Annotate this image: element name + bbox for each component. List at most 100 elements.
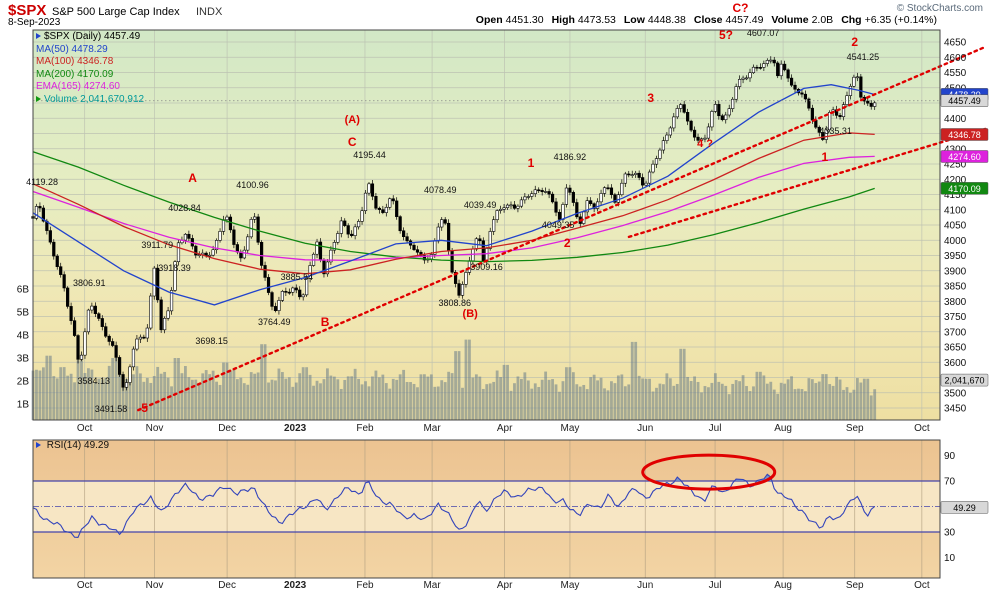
svg-text:3909.16: 3909.16 — [470, 262, 503, 272]
svg-text:2: 2 — [851, 35, 858, 49]
svg-text:2,041,670: 2,041,670 — [944, 376, 984, 386]
chart-date: 8-Sep-2023 — [8, 17, 61, 28]
svg-text:5: 5 — [141, 401, 148, 415]
rsi-legend-label: RSI(14) 49.29 — [46, 440, 110, 451]
svg-text:Apr: Apr — [497, 580, 513, 591]
svg-text:Oct: Oct — [914, 580, 930, 591]
svg-text:4400: 4400 — [944, 114, 967, 125]
svg-text:2023: 2023 — [284, 580, 307, 591]
svg-text:4150: 4150 — [944, 190, 967, 201]
svg-text:6B: 6B — [17, 285, 30, 296]
svg-text:4 ?: 4 ? — [697, 138, 713, 150]
legend-item-ma50[interactable]: MA(50) 4478.29 — [36, 44, 144, 57]
svg-text:Sep: Sep — [846, 580, 864, 591]
ma200-line — [32, 151, 875, 263]
svg-text:3950: 3950 — [944, 251, 967, 262]
rsi-highlight-ellipse[interactable] — [641, 453, 777, 491]
quote-value: 4457.49 — [725, 14, 764, 26]
rsi-line — [32, 473, 876, 538]
price-panel: 3450350035503600365037003750380038503900… — [17, 1, 989, 434]
rsi-panel: 90 70 30 10 Oct Nov Dec 2023 Feb Mar Apr May Jun Jul A… — [32, 439, 989, 591]
svg-text:5?: 5? — [719, 28, 733, 42]
collapse-arrow-icon[interactable] — [36, 96, 41, 103]
svg-text:4346.78: 4346.78 — [948, 130, 981, 140]
legend-item-ma200[interactable]: MA(200) 4170.09 — [36, 69, 144, 82]
trendline-2[interactable] — [627, 127, 987, 239]
svg-text:5B: 5B — [17, 308, 30, 319]
svg-text:Nov: Nov — [146, 423, 164, 434]
rsi-axes: 90 70 30 10 Oct Nov Dec 2023 Feb Mar Apr May Jun Jul A… — [77, 451, 956, 591]
svg-text:Jun: Jun — [637, 423, 653, 434]
rsi-frame — [32, 439, 941, 579]
svg-text:Feb: Feb — [356, 580, 374, 591]
svg-text:3600: 3600 — [944, 358, 967, 369]
svg-text:4050: 4050 — [944, 221, 967, 232]
ma50-line — [32, 84, 875, 306]
svg-text:4274.60: 4274.60 — [948, 152, 981, 162]
quote-label: Volume — [771, 14, 809, 26]
svg-text:4650: 4650 — [944, 38, 967, 49]
quote-label: Open — [475, 14, 503, 26]
quote-label: Low — [623, 14, 645, 26]
svg-text:3885.54: 3885.54 — [281, 272, 314, 282]
collapse-arrow-icon[interactable] — [36, 442, 41, 449]
svg-text:4049.35: 4049.35 — [542, 220, 575, 230]
svg-text:3650: 3650 — [944, 343, 967, 354]
exchange-label: INDX — [196, 6, 223, 18]
svg-text:Feb: Feb — [356, 423, 374, 434]
svg-text:49.29: 49.29 — [953, 503, 976, 513]
svg-text:4119.28: 4119.28 — [26, 177, 58, 187]
svg-text:Oct: Oct — [77, 580, 93, 591]
rsi-gridlines — [84, 440, 923, 578]
svg-text:3: 3 — [647, 91, 654, 105]
svg-text:4078.49: 4078.49 — [424, 185, 457, 195]
svg-text:3918.39: 3918.39 — [158, 263, 191, 273]
svg-text:4195.44: 4195.44 — [353, 150, 386, 160]
svg-text:May: May — [560, 580, 579, 591]
main-frame — [32, 29, 941, 421]
svg-text:2: 2 — [564, 236, 571, 250]
svg-text:Jul: Jul — [709, 423, 722, 434]
svg-text:Sep: Sep — [846, 423, 864, 434]
collapse-arrow-icon[interactable] — [36, 33, 41, 40]
svg-text:1: 1 — [821, 150, 828, 164]
svg-text:3806.91: 3806.91 — [73, 278, 106, 288]
svg-text:Aug: Aug — [774, 423, 792, 434]
svg-text:3850: 3850 — [944, 282, 967, 293]
svg-text:3698.15: 3698.15 — [195, 336, 228, 346]
svg-text:Apr: Apr — [497, 423, 513, 434]
svg-text:4200: 4200 — [944, 175, 967, 186]
legend-item-ema165[interactable]: EMA(165) 4274.60 — [36, 81, 144, 94]
svg-text:Mar: Mar — [423, 580, 441, 591]
legend-item-price[interactable]: $SPX (Daily) 4457.49 — [36, 31, 144, 44]
svg-text:Dec: Dec — [218, 580, 236, 591]
rsi-legend: RSI(14) 49.29 — [36, 440, 109, 451]
symbol[interactable]: $SPX — [8, 2, 47, 19]
legend-item-volume[interactable]: Volume 2,041,670,912 — [36, 94, 144, 107]
svg-text:3700: 3700 — [944, 327, 967, 338]
svg-text:4000: 4000 — [944, 236, 967, 247]
svg-text:3500: 3500 — [944, 388, 967, 399]
legend-text: EMA(165) 4274.60 — [36, 81, 120, 93]
svg-text:3764.49: 3764.49 — [258, 317, 291, 327]
svg-text:(A): (A) — [345, 114, 361, 126]
svg-text:4541.25: 4541.25 — [847, 52, 880, 62]
stockcharts-copyright[interactable]: © StockCharts.com — [896, 3, 983, 14]
quote-value: 4473.53 — [577, 14, 616, 26]
trendline-1[interactable] — [137, 45, 987, 412]
wave-annotations[interactable]: A B C (A) (B) 1 2 3 4 ? 5? C? 1 2 5 — [141, 1, 858, 415]
svg-text:Mar: Mar — [423, 423, 441, 434]
svg-text:3491.58: 3491.58 — [95, 404, 128, 414]
quote-value: 2.0B — [811, 14, 834, 26]
legend-text: Volume 2,041,670,912 — [44, 93, 145, 105]
legend-text: MA(200) 4170.09 — [36, 68, 114, 80]
svg-text:4B: 4B — [17, 331, 30, 342]
legend-item-ma100[interactable]: MA(100) 4346.78 — [36, 56, 144, 69]
price-value-boxes: 4478.294457.494346.784274.604170.092,041… — [940, 88, 989, 387]
svg-text:Dec: Dec — [218, 423, 236, 434]
legend-text: $SPX (Daily) 4457.49 — [44, 31, 141, 42]
svg-text:(B): (B) — [463, 308, 479, 320]
candlesticks — [31, 56, 877, 391]
legend-text: MA(50) 4478.29 — [36, 43, 108, 55]
